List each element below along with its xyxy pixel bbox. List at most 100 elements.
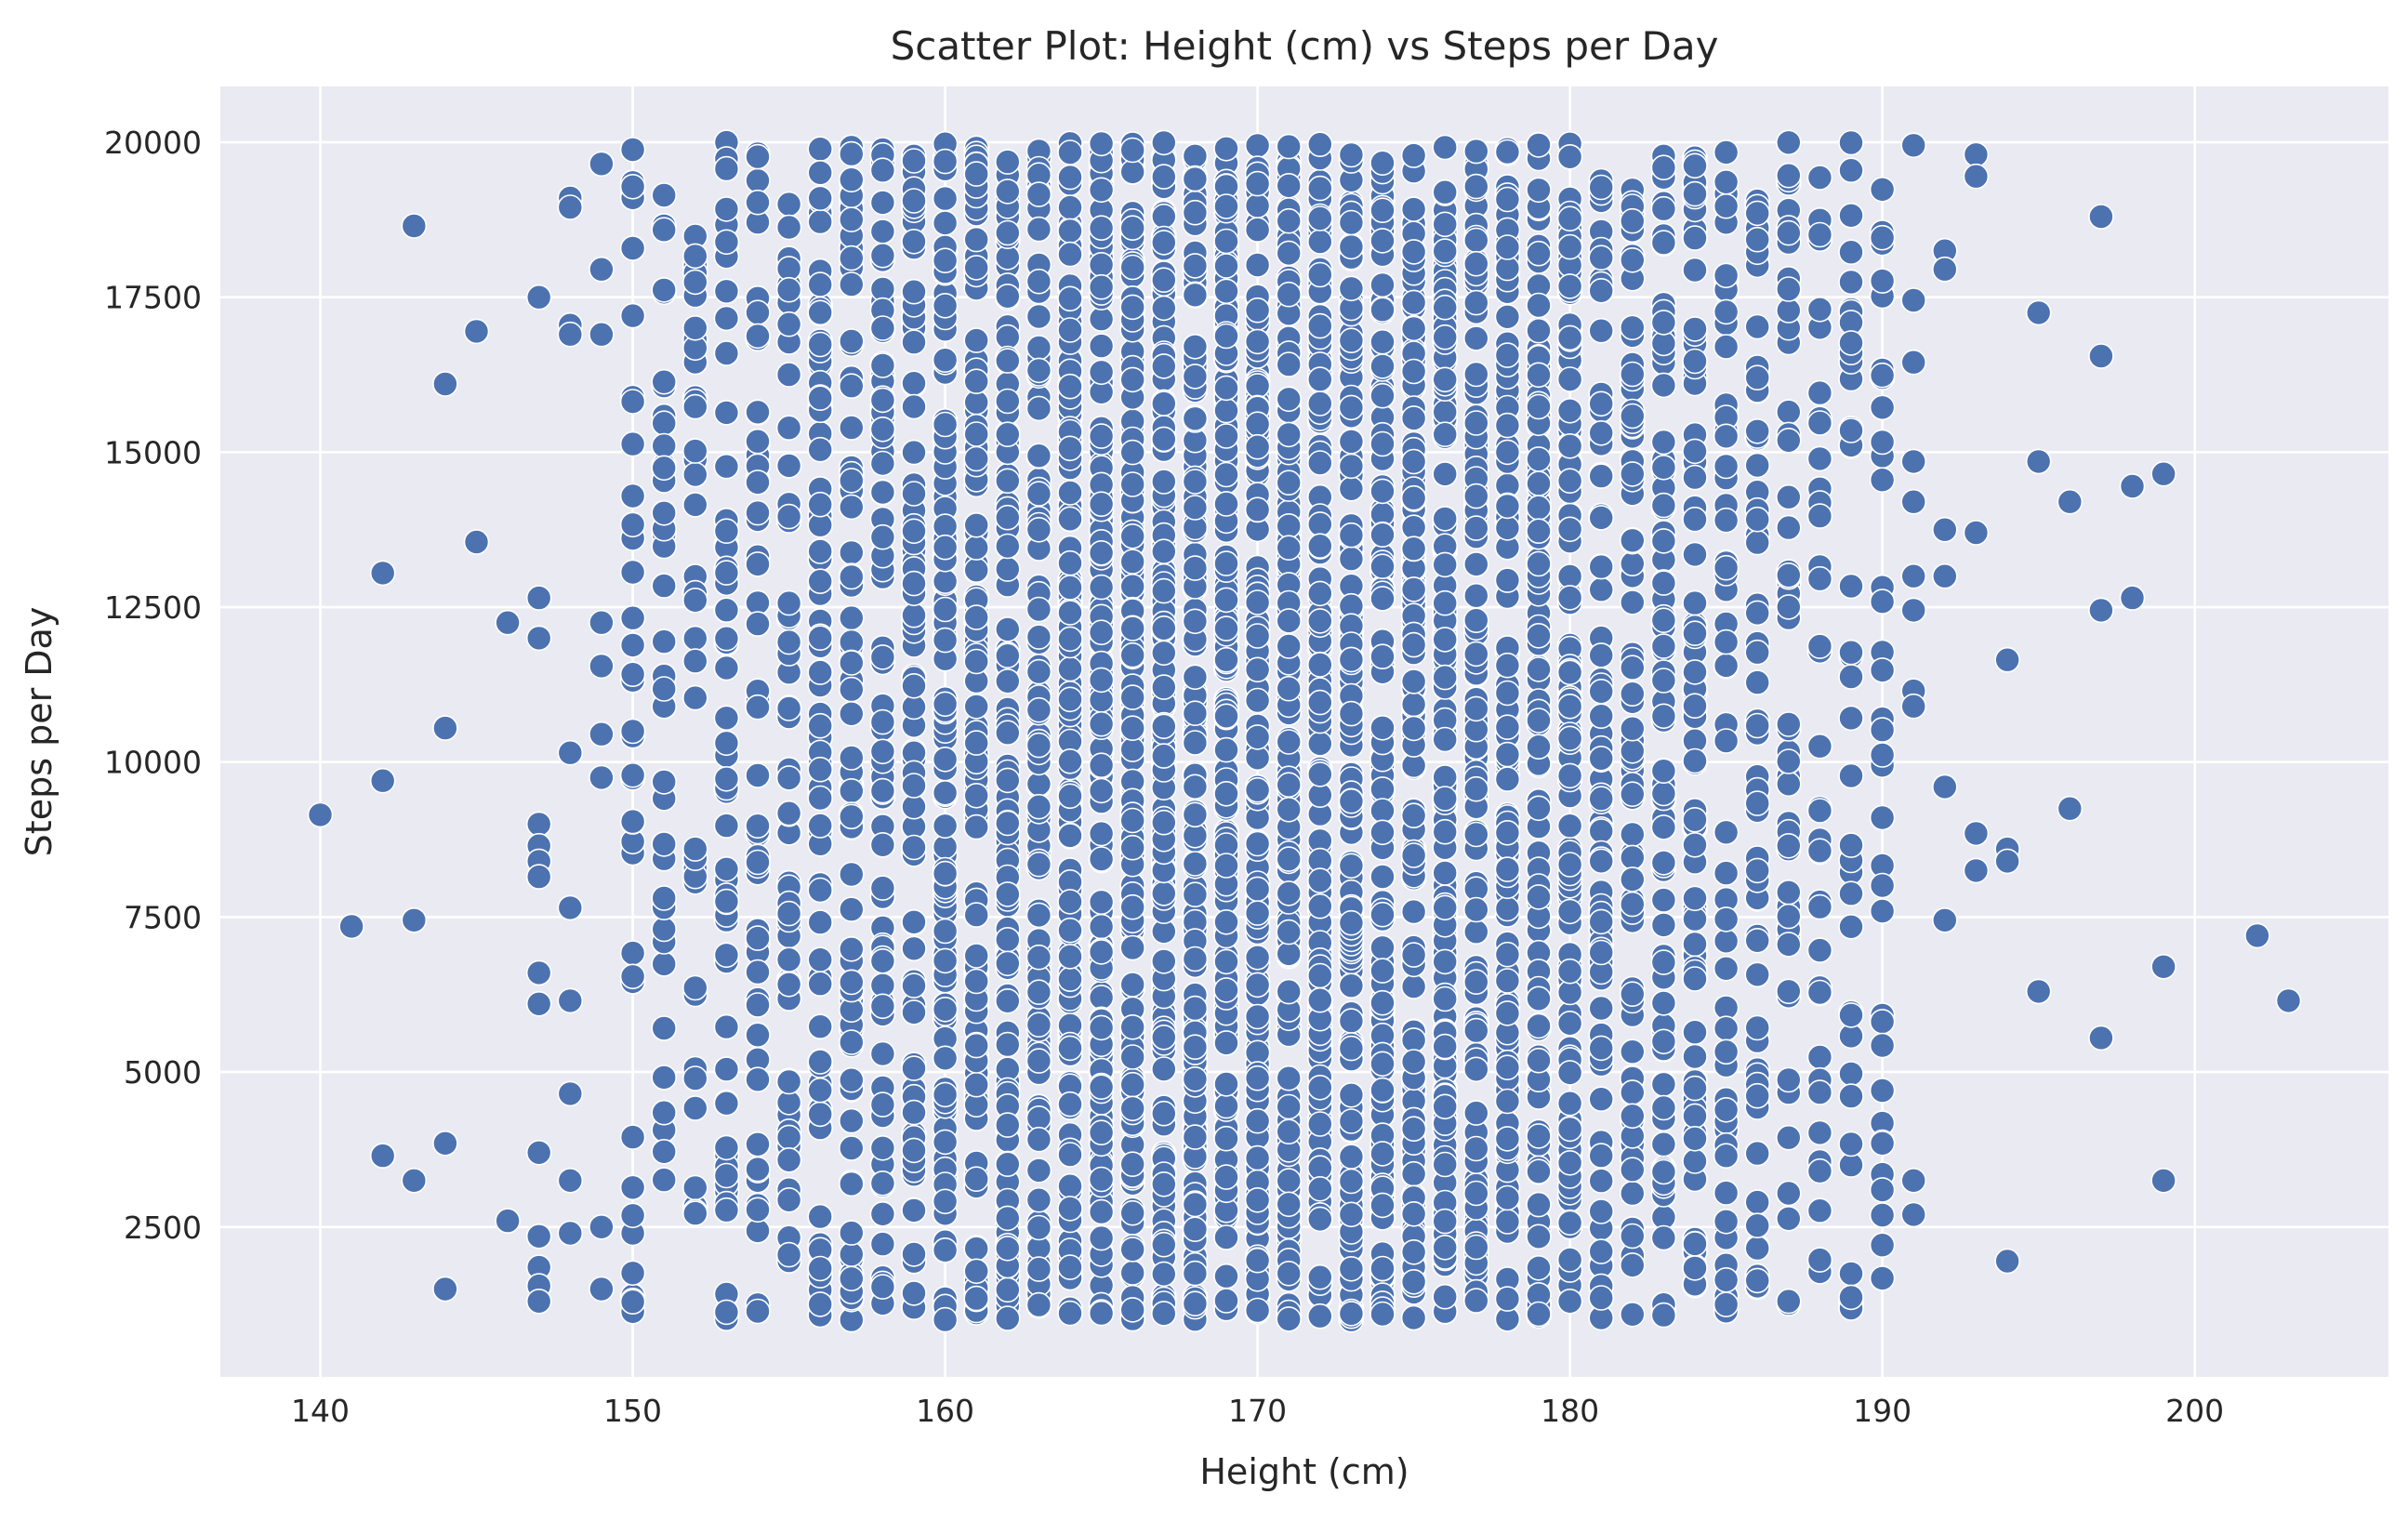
data-point bbox=[807, 909, 834, 935]
x-tick-label: 170 bbox=[1228, 1393, 1287, 1429]
data-point bbox=[963, 813, 989, 840]
data-point bbox=[1182, 946, 1209, 972]
data-point bbox=[557, 1080, 584, 1107]
data-point bbox=[901, 1280, 927, 1306]
data-point bbox=[1463, 551, 1489, 577]
data-point bbox=[838, 700, 865, 727]
data-point bbox=[1838, 1284, 1864, 1311]
data-point bbox=[1994, 848, 2020, 875]
data-point bbox=[681, 836, 708, 862]
data-point bbox=[1776, 903, 1802, 930]
data-point bbox=[775, 311, 802, 337]
data-point bbox=[1620, 207, 1646, 234]
data-point bbox=[1432, 786, 1458, 812]
data-point bbox=[1119, 615, 1145, 641]
data-point bbox=[651, 1015, 678, 1041]
data-point bbox=[1806, 503, 1833, 529]
data-point bbox=[995, 1276, 1021, 1303]
data-point bbox=[1682, 831, 1708, 858]
data-point bbox=[1025, 1126, 1052, 1153]
data-point bbox=[713, 888, 740, 915]
data-point bbox=[963, 1236, 989, 1262]
data-point bbox=[1713, 1143, 1740, 1169]
data-point bbox=[1526, 622, 1552, 649]
data-point bbox=[1088, 939, 1115, 965]
data-point bbox=[1682, 225, 1708, 251]
data-point bbox=[1556, 1060, 1583, 1086]
data-point bbox=[807, 946, 834, 972]
data-point bbox=[432, 1131, 458, 1157]
data-point bbox=[1463, 695, 1489, 722]
data-point bbox=[713, 705, 740, 732]
data-point bbox=[1057, 285, 1083, 312]
data-point bbox=[869, 948, 896, 974]
data-point bbox=[1244, 589, 1271, 615]
data-point bbox=[1744, 1267, 1770, 1294]
data-point bbox=[1838, 573, 1864, 600]
data-point bbox=[589, 721, 615, 747]
data-point bbox=[1776, 978, 1802, 1005]
data-point bbox=[1182, 555, 1209, 581]
data-point bbox=[1806, 221, 1833, 248]
data-point bbox=[1182, 1290, 1209, 1316]
data-point bbox=[1307, 893, 1333, 919]
data-point bbox=[963, 1285, 989, 1312]
data-point bbox=[1276, 207, 1302, 234]
data-point bbox=[1713, 298, 1740, 325]
data-point bbox=[838, 969, 865, 996]
data-point bbox=[1151, 1171, 1177, 1197]
data-point bbox=[1713, 728, 1740, 754]
data-point bbox=[1588, 1238, 1614, 1264]
data-point bbox=[1400, 484, 1427, 511]
data-point bbox=[1713, 262, 1740, 289]
data-point bbox=[1244, 170, 1271, 197]
data-point bbox=[681, 648, 708, 674]
data-point bbox=[1463, 1017, 1489, 1044]
data-point bbox=[1244, 1247, 1271, 1274]
data-point bbox=[463, 529, 490, 555]
data-point bbox=[1119, 1151, 1145, 1177]
data-point bbox=[1494, 680, 1521, 707]
data-point bbox=[557, 321, 584, 348]
data-point bbox=[869, 1135, 896, 1161]
data-point bbox=[1119, 215, 1145, 241]
data-point bbox=[995, 533, 1021, 560]
data-point bbox=[1650, 1131, 1677, 1157]
data-point bbox=[1682, 438, 1708, 465]
data-point bbox=[1244, 1297, 1271, 1324]
data-point bbox=[1432, 324, 1458, 350]
data-point bbox=[745, 849, 771, 876]
data-point bbox=[1494, 1286, 1521, 1312]
data-point bbox=[2150, 460, 2176, 487]
data-point bbox=[1338, 141, 1365, 168]
data-point bbox=[619, 1124, 646, 1150]
data-point bbox=[1244, 252, 1271, 278]
data-point bbox=[1620, 737, 1646, 764]
data-point bbox=[1369, 776, 1396, 802]
data-point bbox=[1244, 656, 1271, 683]
data-point bbox=[1744, 1235, 1770, 1262]
data-point bbox=[619, 559, 646, 586]
data-point bbox=[1213, 461, 1239, 488]
data-point bbox=[1244, 900, 1271, 926]
data-point bbox=[1900, 132, 1926, 159]
data-point bbox=[1463, 1234, 1489, 1261]
data-point bbox=[401, 1168, 428, 1194]
data-point bbox=[1463, 582, 1489, 609]
data-point bbox=[1369, 819, 1396, 846]
data-point bbox=[1307, 533, 1333, 560]
data-point bbox=[713, 155, 740, 182]
data-point bbox=[713, 1056, 740, 1082]
data-point bbox=[463, 318, 490, 345]
data-point bbox=[1400, 691, 1427, 718]
data-point bbox=[995, 668, 1021, 694]
data-point bbox=[1494, 342, 1521, 368]
data-point bbox=[713, 196, 740, 222]
data-point bbox=[775, 1124, 802, 1151]
data-point bbox=[1276, 470, 1302, 496]
data-point bbox=[1900, 1201, 1926, 1228]
data-point bbox=[1119, 159, 1145, 185]
data-point bbox=[1620, 781, 1646, 808]
data-point bbox=[869, 875, 896, 901]
y-tick-label: 20000 bbox=[104, 125, 202, 161]
